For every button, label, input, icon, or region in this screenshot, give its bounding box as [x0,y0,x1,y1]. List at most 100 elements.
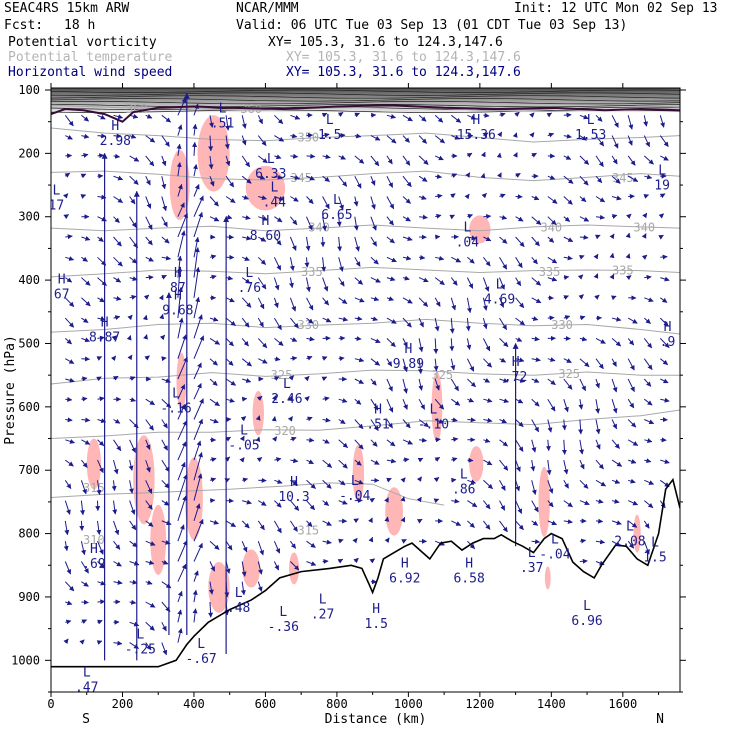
wind-vector [512,152,518,158]
wind-vector [579,479,589,489]
wind-vector [225,155,231,167]
wind-vector [595,459,604,470]
wind-vector [499,357,507,363]
pv-extremum-marker: H [101,316,109,331]
pv-extremum-value: 9.89 [393,357,424,372]
wind-vector [563,459,569,475]
wind-vector [322,154,331,160]
wind-vector [386,296,394,301]
wind-vector [531,277,541,286]
wind-vector [322,297,330,306]
wind-vector [418,155,429,165]
wind-vector [161,155,167,167]
pv-extremum-marker: H [472,113,480,128]
wind-vector [65,396,73,402]
wind-vector [209,176,215,187]
wind-vector [370,419,379,432]
wind-vector [563,480,569,489]
wind-vector [338,196,344,211]
wind-vector [579,216,590,222]
wind-vector [627,500,639,506]
wind-vector [435,174,442,179]
wind-vector [129,439,136,453]
wind-vector [161,135,170,147]
pv-extremum-marker: L [83,665,91,680]
pv-shaded-region [197,115,230,192]
wind-vector [225,175,235,188]
pv-extremum-marker: L [283,377,291,392]
pv-extremum-marker: L [651,535,659,550]
wind-vector [177,202,185,217]
wind-vector [595,135,605,147]
wind-vector [402,439,413,445]
wind-vector [499,193,506,199]
isentrope-label: 315 [297,523,319,537]
y-tick-label: 800 [18,527,40,541]
wind-vector [451,417,458,423]
wind-vector [644,419,655,425]
wind-vector [338,479,346,486]
wind-vector [81,376,88,382]
wind-vector [563,175,574,184]
wind-vector [515,317,525,326]
wind-vector [384,516,390,522]
wind-vector [177,524,185,542]
wind-vector [81,277,91,286]
wind-vector [530,460,536,472]
wind-vector [306,297,314,311]
pv-extremum-value: .69 [82,557,105,572]
wind-vector [561,439,567,455]
wind-vector [258,500,267,506]
wind-vector [547,216,557,226]
wind-vector [386,358,393,367]
wind-vector [97,599,106,605]
wind-vector [370,196,376,210]
wind-vector [386,439,396,447]
wind-vector [177,441,187,461]
wind-vector [354,175,362,189]
wind-vector [563,378,573,390]
wind-vector [402,114,413,122]
pv-extremum-value: -.67 [185,652,216,667]
wind-vector [161,114,171,123]
wind-vector [306,520,313,527]
wind-vector [578,419,584,435]
wind-vector [418,175,428,182]
wind-vector [627,398,635,409]
wind-vector [370,256,379,265]
wind-vector [547,500,554,508]
wind-vector [225,520,237,528]
pv-extremum-value: 1.5 [643,550,666,565]
wind-vector [611,498,620,504]
wind-vector [579,358,590,368]
wind-vector [322,539,332,545]
wind-vector [113,256,123,267]
wind-vector [515,297,525,309]
wind-vector [611,459,623,467]
wind-vector [402,317,412,328]
wind-vector [466,338,472,350]
wind-vector [177,540,188,562]
wind-vector [595,155,604,168]
wind-vector [257,581,263,592]
wind-vector [128,480,134,494]
pv-extremum-value: 2.98 [100,134,131,149]
wind-vector [531,520,539,526]
wind-vector [274,174,283,180]
y-tick-label: 400 [18,273,40,287]
wind-vector [483,397,493,403]
wind-vector [416,518,423,524]
wind-vector [176,162,182,177]
wind-vector [161,439,168,451]
wind-vector [451,520,462,526]
wind-vector [241,135,247,146]
wind-vector [177,461,186,481]
wind-vector [480,151,486,158]
pv-extremum-marker: H [664,320,672,335]
wind-vector [290,500,300,511]
wind-vector [129,133,137,139]
wind-vector [304,257,310,268]
pv-extremum-value: -.05 [228,438,259,453]
wind-vector [594,234,601,240]
pv-extremum-marker: L [136,627,144,642]
